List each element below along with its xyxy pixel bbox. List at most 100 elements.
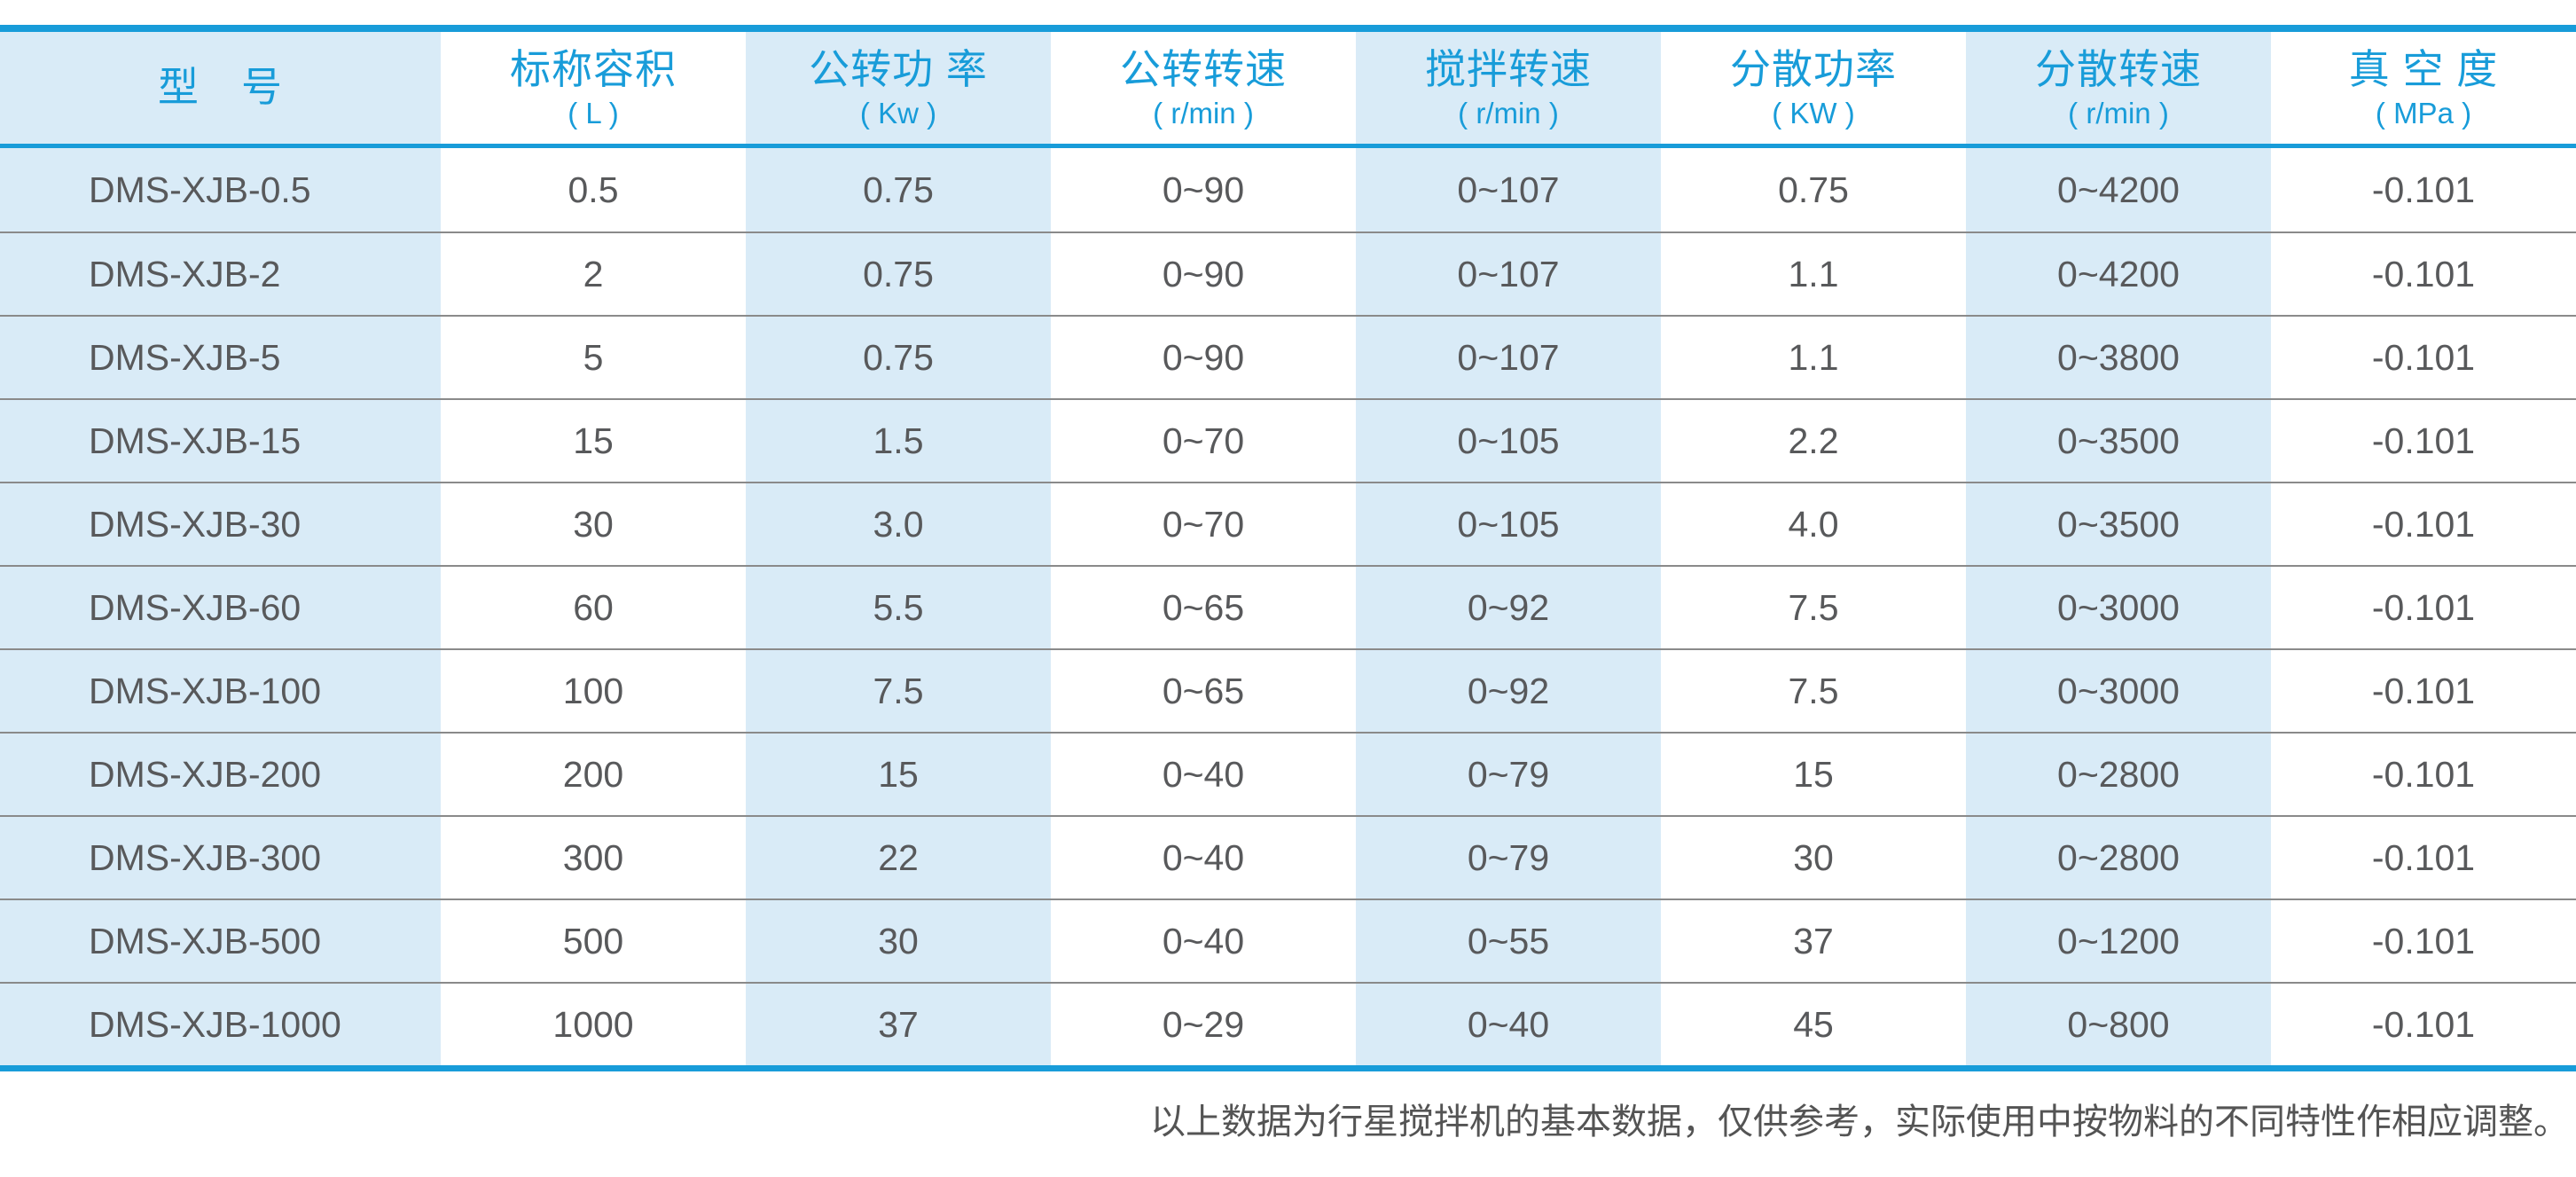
cell-revolution-power: 15 — [746, 734, 1051, 815]
cell-revolution-speed: 0~65 — [1162, 670, 1245, 711]
cell-revolution-power: 5.5 — [746, 567, 1051, 648]
table-row: DMS-XJB-1000 1000 37 0~29 0~40 45 0~800 … — [0, 982, 2576, 1065]
cell-dispersion-speed: 0~2800 — [1966, 817, 2271, 898]
header-cell-revolution-power: 公转功 率 ( Kw ) — [746, 32, 1051, 144]
cell-dispersion-power: 7.5 — [1788, 586, 1839, 628]
cell-dispersion-speed: 0~2800 — [1966, 734, 2271, 815]
cell-revolution-speed: 0~40 — [1162, 753, 1245, 795]
cell-stirring-speed: 0~92 — [1356, 567, 1661, 648]
cell-vacuum-degree: -0.101 — [2371, 836, 2476, 878]
cell-revolution-speed: 0~70 — [1162, 420, 1245, 461]
cell-vacuum-degree: -0.101 — [2371, 920, 2476, 961]
cell-dispersion-speed: 0~4200 — [1966, 148, 2271, 231]
cell-dispersion-speed: 0~1200 — [1966, 900, 2271, 982]
spec-table: 型 号 标称容积 ( L ) 公转功 率 ( Kw ) 公转转速 ( r/min… — [0, 25, 2576, 1071]
cell-dispersion-speed: 0~3800 — [1966, 317, 2271, 398]
cell-dispersion-power: 15 — [1793, 753, 1834, 795]
cell-vacuum-degree: -0.101 — [2371, 336, 2476, 378]
header-cell-nominal-capacity: 标称容积 ( L ) — [441, 32, 746, 144]
cell-revolution-power: 0.75 — [746, 148, 1051, 231]
header-cell-dispersion-speed: 分散转速 ( r/min ) — [1966, 32, 2271, 144]
cell-dispersion-speed: 0~3000 — [1966, 567, 2271, 648]
column-title: 公转功 率 — [809, 45, 988, 92]
table-row: DMS-XJB-30 30 3.0 0~70 0~105 4.0 0~3500 … — [0, 482, 2576, 565]
header-cell-revolution-speed: 公转转速 ( r/min ) — [1051, 32, 1356, 144]
cell-vacuum-degree: -0.101 — [2371, 586, 2476, 628]
cell-model: DMS-XJB-30 — [0, 483, 441, 565]
cell-revolution-power: 22 — [746, 817, 1051, 898]
column-title: 分散转速 — [2035, 45, 2202, 92]
column-unit: ( r/min ) — [1153, 97, 1254, 130]
cell-nominal-capacity: 500 — [562, 920, 624, 961]
column-unit: ( KW ) — [1772, 97, 1855, 130]
cell-revolution-speed: 0~65 — [1162, 586, 1245, 628]
column-title: 公转转速 — [1120, 45, 1287, 92]
footer-note: 以上数据为行星搅拌机的基本数据，仅供参考，实际使用中按物料的不同特性作相应调整。 — [1150, 1102, 2569, 1142]
column-title: 标称容积 — [510, 45, 677, 92]
cell-stirring-speed: 0~107 — [1356, 148, 1661, 231]
cell-vacuum-degree: -0.101 — [2371, 253, 2476, 294]
table-row: DMS-XJB-15 15 1.5 0~70 0~105 2.2 0~3500 … — [0, 398, 2576, 482]
cell-dispersion-speed: 0~3500 — [1966, 483, 2271, 565]
cell-dispersion-power: 2.2 — [1788, 420, 1839, 461]
table-row: DMS-XJB-200 200 15 0~40 0~79 15 0~2800 -… — [0, 732, 2576, 815]
cell-dispersion-power: 45 — [1793, 1003, 1834, 1045]
cell-nominal-capacity: 15 — [573, 420, 614, 461]
cell-nominal-capacity: 0.5 — [568, 169, 619, 210]
cell-revolution-speed: 0~90 — [1162, 253, 1245, 294]
cell-revolution-speed: 0~90 — [1162, 169, 1245, 210]
cell-vacuum-degree: -0.101 — [2371, 503, 2476, 545]
table-row: DMS-XJB-2 2 0.75 0~90 0~107 1.1 0~4200 -… — [0, 231, 2576, 315]
cell-nominal-capacity: 100 — [562, 670, 624, 711]
cell-stirring-speed: 0~105 — [1356, 483, 1661, 565]
cell-revolution-power: 30 — [746, 900, 1051, 982]
table-row: DMS-XJB-100 100 7.5 0~65 0~92 7.5 0~3000… — [0, 648, 2576, 732]
cell-revolution-speed: 0~40 — [1162, 920, 1245, 961]
cell-dispersion-power: 1.1 — [1788, 336, 1839, 378]
cell-model: DMS-XJB-200 — [0, 734, 441, 815]
cell-revolution-power: 1.5 — [746, 400, 1051, 482]
cell-model: DMS-XJB-0.5 — [0, 148, 441, 231]
cell-vacuum-degree: -0.101 — [2371, 753, 2476, 795]
cell-stirring-speed: 0~79 — [1356, 734, 1661, 815]
header-cell-dispersion-power: 分散功率 ( KW ) — [1661, 32, 1966, 144]
cell-stirring-speed: 0~107 — [1356, 317, 1661, 398]
column-unit: ( MPa ) — [2375, 97, 2472, 130]
cell-nominal-capacity: 60 — [573, 586, 614, 628]
cell-vacuum-degree: -0.101 — [2371, 169, 2476, 210]
table-row: DMS-XJB-300 300 22 0~40 0~79 30 0~2800 -… — [0, 815, 2576, 898]
cell-stirring-speed: 0~105 — [1356, 400, 1661, 482]
cell-nominal-capacity: 5 — [583, 336, 604, 378]
cell-dispersion-speed: 0~3500 — [1966, 400, 2271, 482]
cell-vacuum-degree: -0.101 — [2371, 670, 2476, 711]
cell-stirring-speed: 0~107 — [1356, 233, 1661, 315]
cell-vacuum-degree: -0.101 — [2371, 1003, 2476, 1045]
column-unit: ( Kw ) — [859, 97, 937, 130]
cell-nominal-capacity: 30 — [573, 503, 614, 545]
cell-stirring-speed: 0~40 — [1356, 984, 1661, 1065]
cell-model: DMS-XJB-15 — [0, 400, 441, 482]
cell-dispersion-power: 4.0 — [1788, 503, 1839, 545]
cell-dispersion-speed: 0~4200 — [1966, 233, 2271, 315]
cell-model: DMS-XJB-300 — [0, 817, 441, 898]
header-cell-stirring-speed: 搅拌转速 ( r/min ) — [1356, 32, 1661, 144]
cell-dispersion-power: 37 — [1793, 920, 1834, 961]
header-cell-model: 型 号 — [0, 32, 441, 144]
cell-nominal-capacity: 200 — [562, 753, 624, 795]
cell-dispersion-power: 1.1 — [1788, 253, 1839, 294]
cell-dispersion-power: 30 — [1793, 836, 1834, 878]
column-unit: ( r/min ) — [1458, 97, 1559, 130]
column-title: 分散功率 — [1730, 45, 1897, 92]
cell-model: DMS-XJB-500 — [0, 900, 441, 982]
cell-nominal-capacity: 300 — [562, 836, 624, 878]
table-row: DMS-XJB-5 5 0.75 0~90 0~107 1.1 0~3800 -… — [0, 315, 2576, 398]
cell-revolution-speed: 0~90 — [1162, 336, 1245, 378]
cell-dispersion-power: 0.75 — [1778, 169, 1849, 210]
cell-revolution-power: 3.0 — [746, 483, 1051, 565]
cell-model: DMS-XJB-5 — [0, 317, 441, 398]
cell-revolution-speed: 0~29 — [1162, 1003, 1245, 1045]
cell-revolution-power: 0.75 — [746, 233, 1051, 315]
column-unit: ( L ) — [568, 97, 619, 130]
table-body: DMS-XJB-0.5 0.5 0.75 0~90 0~107 0.75 0~4… — [0, 148, 2576, 1065]
cell-model: DMS-XJB-100 — [0, 650, 441, 732]
